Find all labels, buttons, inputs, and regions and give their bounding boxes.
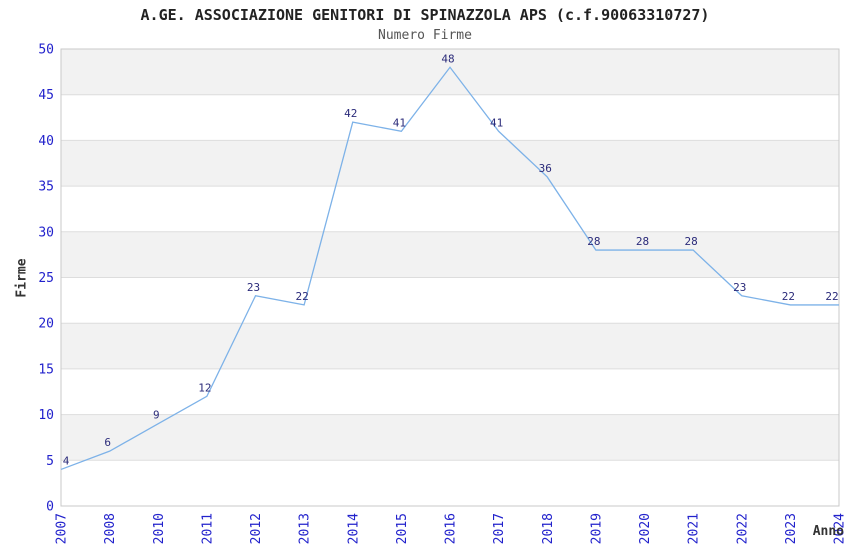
y-tick-label: 0 <box>46 500 54 515</box>
plot-band <box>61 414 839 461</box>
data-point-label: 36 <box>539 162 552 175</box>
data-point-label: 22 <box>825 290 838 303</box>
plot-band <box>61 140 839 187</box>
x-tick-label: 2019 <box>589 513 604 544</box>
x-tick-label: 2008 <box>103 513 118 544</box>
x-tick-label: 2023 <box>784 513 799 544</box>
data-point-label: 48 <box>441 52 454 65</box>
series-line <box>60 66 839 471</box>
x-tick-label: 2012 <box>249 513 264 544</box>
data-point-label: 12 <box>198 381 211 394</box>
data-point-label: 28 <box>685 235 698 248</box>
data-point-label: 4 <box>63 454 70 467</box>
x-tick-label: 2018 <box>541 513 556 544</box>
chart-subtitle: Numero Firme <box>378 28 472 43</box>
y-tick-label: 15 <box>38 362 54 377</box>
y-tick-label: 5 <box>46 454 54 469</box>
x-tick-label: 2024 <box>833 513 848 544</box>
x-tick-label: 2022 <box>735 513 750 544</box>
y-tick-label: 30 <box>38 225 54 240</box>
x-tick-label: 2010 <box>152 513 167 544</box>
y-tick-label: 45 <box>38 88 54 103</box>
x-tick-label: 2021 <box>687 513 702 544</box>
data-point-label: 22 <box>782 290 795 303</box>
data-point-label: 28 <box>587 235 600 248</box>
y-tick-label: 50 <box>38 43 54 58</box>
data-point-label: 22 <box>296 290 309 303</box>
x-tick-label: 2020 <box>638 513 653 544</box>
x-tick-label: 2017 <box>492 513 507 544</box>
data-point-label: 9 <box>153 409 160 422</box>
data-point-label: 28 <box>636 235 649 248</box>
plot-band <box>61 49 839 95</box>
x-tick-label: 2015 <box>395 513 410 544</box>
y-tick-label: 10 <box>38 408 54 423</box>
data-point-label: 23 <box>733 281 746 294</box>
y-tick-label: 40 <box>38 134 54 149</box>
x-tick-label: 2007 <box>55 513 70 544</box>
x-tick-label: 2016 <box>444 513 459 544</box>
plot-band <box>61 323 839 369</box>
x-axis-title: Anno <box>812 524 844 539</box>
y-tick-label: 25 <box>38 271 54 286</box>
x-tick-label: 2011 <box>200 513 215 544</box>
x-tick-label: 2014 <box>346 513 361 544</box>
y-axis-title: Firme <box>14 258 30 298</box>
plot-band <box>61 231 839 278</box>
x-tick-label: 2013 <box>298 513 313 544</box>
y-tick-label: 20 <box>38 317 54 332</box>
data-point-label: 41 <box>393 116 406 129</box>
y-tick-label: 35 <box>38 180 54 195</box>
plot-border <box>60 48 840 507</box>
data-point-label: 42 <box>344 107 357 120</box>
data-point-label: 6 <box>104 436 111 449</box>
data-point-label: 23 <box>247 281 260 294</box>
chart-title: A.GE. ASSOCIAZIONE GENITORI DI SPINAZZOL… <box>140 6 710 24</box>
data-point-label: 41 <box>490 116 503 129</box>
